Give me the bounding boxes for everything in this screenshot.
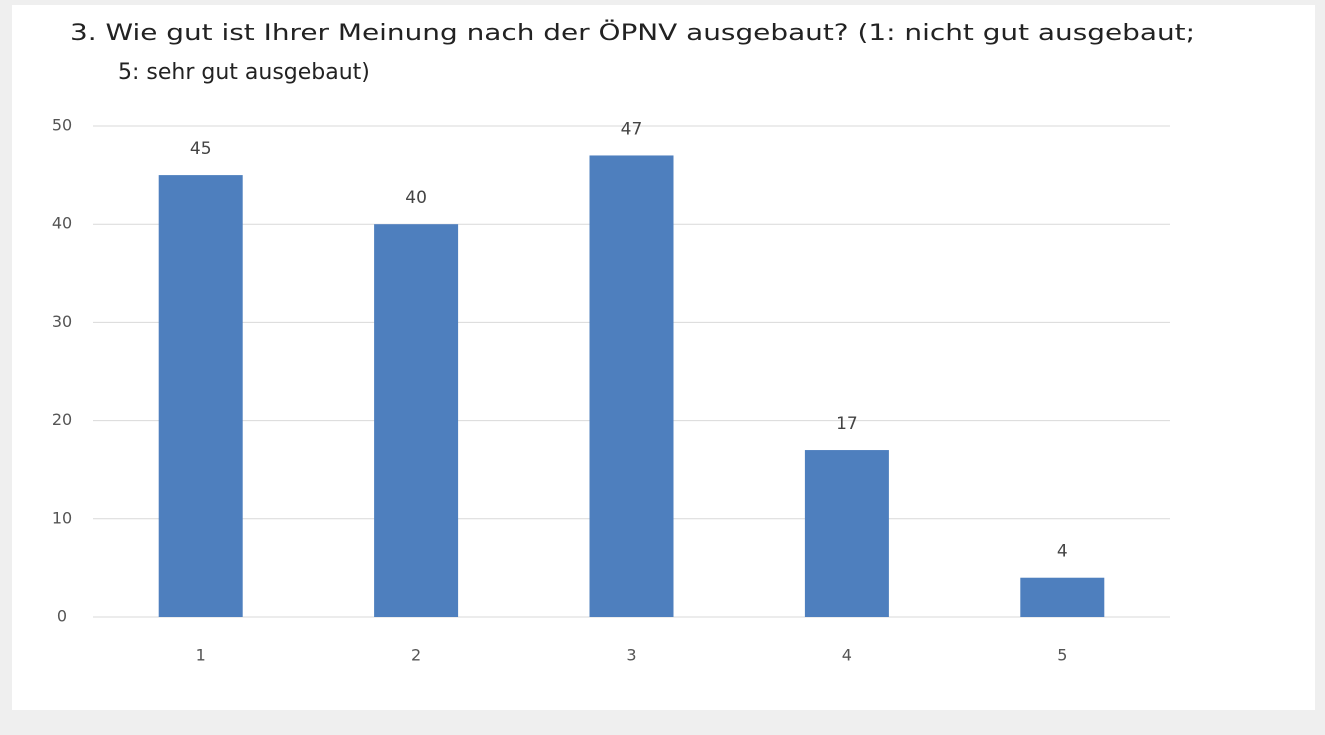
- y-tick-label: 30: [52, 312, 72, 331]
- x-tick-label: 2: [411, 646, 421, 665]
- y-tick-label: 20: [52, 410, 72, 429]
- x-tick-label: 1: [196, 646, 206, 665]
- bar: [589, 155, 674, 617]
- bar: [158, 175, 243, 617]
- bar: [804, 450, 889, 617]
- y-tick-label: 10: [52, 508, 72, 527]
- y-tick-label: 0: [57, 607, 67, 626]
- value-label: 4: [1057, 542, 1068, 562]
- y-tick-label: 50: [52, 116, 72, 135]
- y-tick-label: 40: [52, 214, 72, 233]
- x-tick-label: 3: [626, 646, 636, 665]
- bar: [374, 224, 459, 617]
- bar: [1020, 577, 1105, 617]
- value-label: 17: [836, 414, 858, 434]
- chart-title: 5: sehr gut ausgebaut): [118, 60, 370, 85]
- x-tick-label: 5: [1057, 646, 1067, 665]
- value-label: 40: [405, 188, 427, 208]
- value-label: 45: [190, 139, 212, 159]
- value-label: 47: [621, 119, 643, 139]
- chart-title: 3. Wie gut ist Ihrer Meinung nach der ÖP…: [70, 20, 1195, 46]
- x-tick-label: 4: [842, 646, 852, 665]
